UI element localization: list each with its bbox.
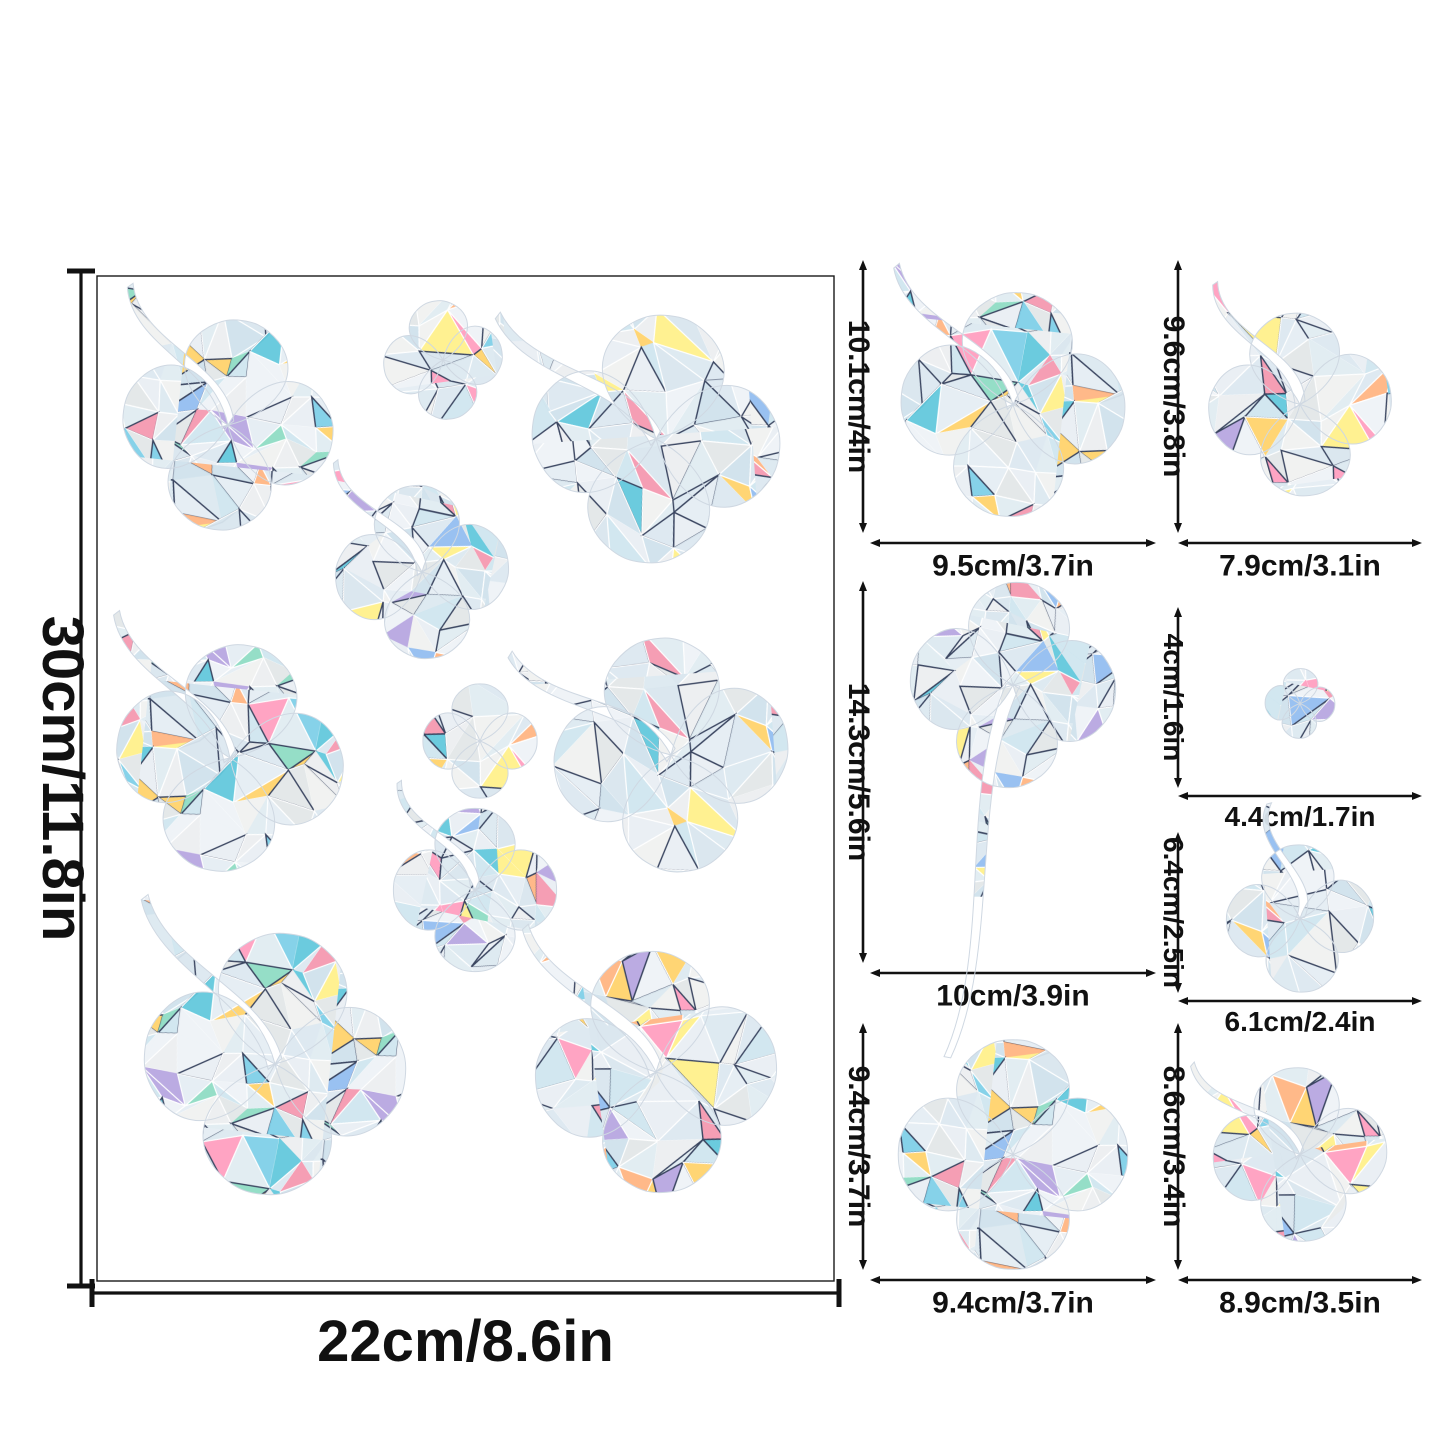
svg-text:9.4cm/3.7in: 9.4cm/3.7in [932, 1286, 1094, 1319]
svg-text:4cm/1.6in: 4cm/1.6in [1158, 634, 1189, 762]
svg-text:7.9cm/3.1in: 7.9cm/3.1in [1219, 549, 1381, 582]
svg-text:8.6cm/3.4in: 8.6cm/3.4in [1157, 1066, 1190, 1228]
svg-text:10cm/3.9in: 10cm/3.9in [936, 979, 1089, 1012]
svg-text:22cm/8.6in: 22cm/8.6in [317, 1309, 614, 1374]
svg-text:6.1cm/2.4in: 6.1cm/2.4in [1225, 1006, 1376, 1037]
svg-text:6.4cm/2.5in: 6.4cm/2.5in [1158, 837, 1189, 988]
svg-text:4.4cm/1.7in: 4.4cm/1.7in [1225, 801, 1376, 832]
svg-text:10.1cm/4in: 10.1cm/4in [842, 320, 875, 473]
svg-text:9.4cm/3.7in: 9.4cm/3.7in [842, 1066, 875, 1228]
svg-text:9.5cm/3.7in: 9.5cm/3.7in [932, 549, 1094, 582]
svg-text:14.3cm/5.6in: 14.3cm/5.6in [842, 683, 875, 861]
svg-text:30cm/11.8in: 30cm/11.8in [30, 616, 95, 942]
svg-text:9.6cm/3.8in: 9.6cm/3.8in [1157, 316, 1190, 478]
svg-text:8.9cm/3.5in: 8.9cm/3.5in [1219, 1286, 1381, 1319]
